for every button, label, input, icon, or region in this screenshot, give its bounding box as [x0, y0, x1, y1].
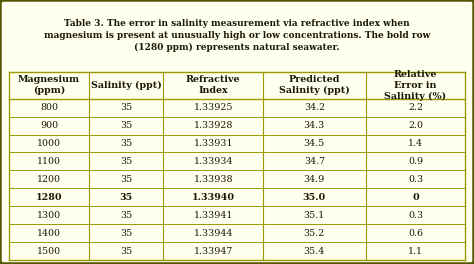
- Text: 1500: 1500: [37, 247, 61, 256]
- Text: 35: 35: [120, 103, 132, 112]
- Text: 900: 900: [40, 121, 58, 130]
- Text: 0.6: 0.6: [408, 229, 423, 238]
- Text: 1.4: 1.4: [408, 139, 423, 148]
- Text: 1100: 1100: [37, 157, 61, 166]
- Text: 35: 35: [120, 139, 132, 148]
- Text: 1.33934: 1.33934: [193, 157, 233, 166]
- Text: 35.1: 35.1: [304, 211, 325, 220]
- Text: 1.33931: 1.33931: [193, 139, 233, 148]
- Text: 34.3: 34.3: [304, 121, 325, 130]
- Text: 0.3: 0.3: [408, 211, 423, 220]
- Text: Table 3. The error in salinity measurement via refractive index when
magnesium i: Table 3. The error in salinity measureme…: [44, 19, 430, 52]
- Text: 0: 0: [412, 193, 419, 202]
- Text: 1200: 1200: [37, 175, 61, 184]
- Text: Magnesium
(ppm): Magnesium (ppm): [18, 75, 80, 95]
- Text: 1.33940: 1.33940: [191, 193, 235, 202]
- Text: 1300: 1300: [37, 211, 61, 220]
- Text: 0.9: 0.9: [408, 157, 423, 166]
- Text: 35: 35: [120, 121, 132, 130]
- Text: 800: 800: [40, 103, 58, 112]
- Text: 2.0: 2.0: [408, 121, 423, 130]
- Text: 35: 35: [120, 175, 132, 184]
- Text: 1.33941: 1.33941: [193, 211, 233, 220]
- Text: 35: 35: [120, 193, 133, 202]
- Text: 1.1: 1.1: [408, 247, 423, 256]
- Text: 1280: 1280: [36, 193, 62, 202]
- Text: 1.33928: 1.33928: [193, 121, 233, 130]
- Text: Predicted
Salinity (ppt): Predicted Salinity (ppt): [279, 75, 350, 95]
- Text: 35.2: 35.2: [304, 229, 325, 238]
- Text: 35: 35: [120, 247, 132, 256]
- Text: Relative
Error in
Salinity (%): Relative Error in Salinity (%): [384, 70, 447, 101]
- Text: Refractive
Index: Refractive Index: [186, 75, 240, 95]
- Text: 1.33925: 1.33925: [193, 103, 233, 112]
- Text: 1.33944: 1.33944: [193, 229, 233, 238]
- Text: 34.2: 34.2: [304, 103, 325, 112]
- Text: 34.5: 34.5: [304, 139, 325, 148]
- Text: 2.2: 2.2: [408, 103, 423, 112]
- Text: Salinity (ppt): Salinity (ppt): [91, 81, 162, 90]
- Text: 34.9: 34.9: [304, 175, 325, 184]
- Text: 35: 35: [120, 229, 132, 238]
- Text: 35.0: 35.0: [303, 193, 326, 202]
- Text: 34.7: 34.7: [304, 157, 325, 166]
- Text: 35.4: 35.4: [304, 247, 325, 256]
- Text: 1000: 1000: [37, 139, 61, 148]
- Text: 0.3: 0.3: [408, 175, 423, 184]
- Text: 35: 35: [120, 157, 132, 166]
- Text: 1400: 1400: [37, 229, 61, 238]
- Text: 1.33947: 1.33947: [193, 247, 233, 256]
- Text: 1.33938: 1.33938: [193, 175, 233, 184]
- Text: 35: 35: [120, 211, 132, 220]
